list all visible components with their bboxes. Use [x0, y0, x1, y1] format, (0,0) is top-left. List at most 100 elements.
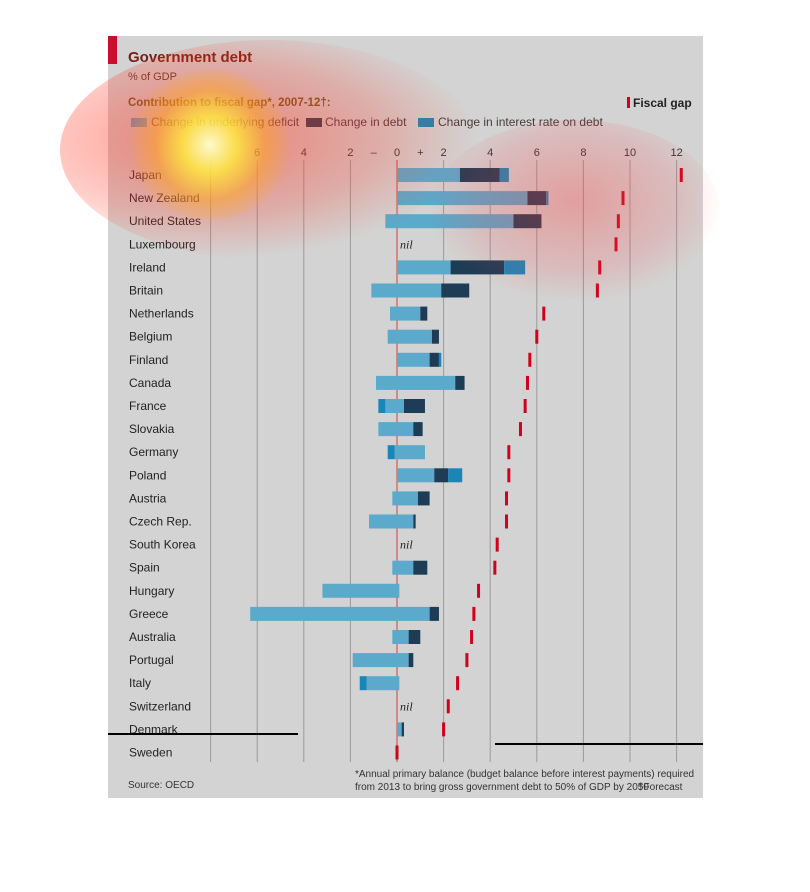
- bar-segment: [397, 445, 425, 460]
- bar-segment: [397, 260, 451, 275]
- country-label: Switzerland: [129, 699, 191, 713]
- bar-segment: [413, 422, 423, 437]
- country-label: Ireland: [129, 260, 166, 274]
- x-tick-label: 2: [441, 147, 447, 159]
- bar-segment: [392, 491, 397, 506]
- country-label: Netherlands: [129, 307, 194, 321]
- bar-segment: [397, 168, 460, 182]
- bar-segment: [397, 653, 409, 668]
- fiscal-gap-marker: [493, 560, 497, 575]
- country-label: Sweden: [129, 746, 172, 760]
- bar-segment: [250, 606, 397, 621]
- fiscal-gap-marker: [395, 745, 399, 760]
- x-tick-label: 6: [534, 147, 540, 159]
- x-tick-label: 4: [301, 147, 307, 159]
- bar-segment: [417, 491, 430, 506]
- bar-segment: [397, 630, 409, 644]
- bar-segment: [397, 191, 528, 206]
- country-label: New Zealand: [129, 191, 200, 205]
- fiscal-gap-marker: [523, 399, 527, 413]
- nil-label: nil: [400, 538, 413, 552]
- fiscal-gap-marker: [505, 491, 509, 506]
- country-label: Slovakia: [129, 422, 175, 436]
- bar-segment: [420, 306, 428, 321]
- x-tick-label: 2: [347, 147, 353, 159]
- country-label: Greece: [129, 607, 169, 621]
- country-label: Hungary: [129, 584, 174, 598]
- x-tick-label: +: [417, 147, 423, 159]
- country-label: Australia: [129, 630, 176, 644]
- x-tick-label: 12: [670, 147, 682, 159]
- bar-segment: [397, 306, 421, 321]
- country-label: Germany: [129, 445, 178, 459]
- country-label: Finland: [129, 353, 168, 367]
- bar-segment: [504, 260, 526, 275]
- bar-segment: [397, 214, 514, 229]
- country-label: Spain: [129, 561, 160, 575]
- bar-segment: [385, 214, 397, 229]
- bar-segment: [366, 676, 397, 691]
- bar-segment: [450, 260, 505, 275]
- fiscal-gap-marker: [505, 514, 509, 529]
- fiscal-gap-marker: [507, 468, 511, 483]
- x-tick-label: 4: [487, 147, 493, 159]
- bar-segment: [429, 352, 439, 367]
- fiscal-gap-marker: [614, 237, 618, 252]
- bar-segment: [413, 560, 428, 575]
- bar-segment: [397, 491, 418, 506]
- bar-segment: [459, 168, 500, 182]
- fiscal-gap-marker: [535, 329, 539, 344]
- bar-segment: [397, 375, 456, 390]
- fiscal-gap-marker: [495, 537, 499, 552]
- country-label: Luxembourg: [129, 237, 196, 251]
- bar-segment: [390, 306, 397, 321]
- bar-segment: [378, 422, 397, 437]
- bar-segment: [371, 283, 397, 298]
- bar-segment: [431, 329, 439, 344]
- bar-segment: [394, 445, 397, 460]
- country-label: Italy: [129, 676, 151, 690]
- bar-segment: [413, 514, 416, 529]
- bar-segment: [397, 352, 430, 367]
- bar-segment: [392, 630, 397, 644]
- fiscal-gap-marker: [507, 445, 511, 460]
- bar-segment: [429, 606, 439, 621]
- country-label: Czech Rep.: [129, 515, 192, 529]
- fiscal-gap-marker: [528, 352, 532, 367]
- fiscal-gap-marker: [518, 422, 522, 437]
- bar-segment: [397, 676, 400, 691]
- bar-segment: [527, 191, 547, 206]
- bar-segment: [546, 191, 549, 206]
- fiscal-gap-marker: [616, 214, 620, 229]
- bar-segment: [376, 375, 397, 390]
- fiscal-gap-marker: [679, 168, 683, 182]
- country-label: Poland: [129, 468, 166, 482]
- bar-segment: [441, 283, 470, 298]
- country-label: United States: [129, 214, 201, 228]
- fiscal-gap-marker: [598, 260, 602, 275]
- legend-fiscal-gap-marker: [627, 97, 630, 108]
- fiscal-gap-marker: [442, 722, 446, 737]
- bar-segment: [499, 168, 509, 182]
- bar-segment: [369, 514, 397, 529]
- bar-segment: [455, 375, 465, 390]
- bar-segment: [401, 722, 404, 737]
- bar-segment: [352, 653, 397, 668]
- fiscal-gap-marker: [456, 676, 460, 691]
- footnote-line-1: *Annual primary balance (budget balance …: [355, 769, 695, 780]
- bar-segment: [385, 399, 397, 413]
- bar-segment: [397, 468, 435, 483]
- bar-segment: [438, 352, 442, 367]
- footnote-line-2: from 2013 to bring gross government debt…: [355, 782, 649, 793]
- fiscal-gap-marker: [477, 583, 481, 598]
- bar-segment: [397, 399, 404, 413]
- fiscal-gap-marker: [470, 630, 474, 644]
- bar-segment: [448, 468, 463, 483]
- x-tick-label: 8: [580, 147, 586, 159]
- source-note: Source: OECD: [128, 780, 195, 791]
- country-label: Austria: [129, 491, 167, 505]
- fiscal-gap-marker: [542, 306, 546, 321]
- bar-segment: [397, 422, 414, 437]
- x-tick-label: 6: [254, 147, 260, 159]
- nil-label: nil: [400, 237, 413, 251]
